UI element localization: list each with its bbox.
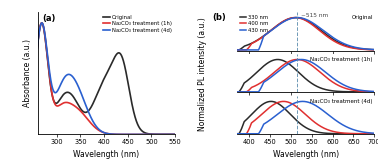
X-axis label: Wavelength (nm): Wavelength (nm) (273, 150, 339, 159)
Na₂CO₃ treatment (4d) (34, 52, 39, 54)
Legend: Original, Na₂CO₃ treatment (1h), Na₂CO₃ treatment (4d): Original, Na₂CO₃ treatment (1h), Na₂CO₃ … (102, 14, 172, 33)
Original (96, 90, 101, 92)
Na₂CO₃ treatment (1h) (39, 22, 44, 24)
Na₂CO₃ treatment (1h) (91, 125, 96, 127)
Original (174, 133, 178, 135)
Na₂CO₃ treatment (4d) (143, 133, 148, 135)
Text: (b): (b) (212, 13, 226, 22)
Legend: 330 nm, 400 nm, 430 nm: 330 nm, 400 nm, 430 nm (240, 14, 269, 33)
Na₂CO₃ treatment (4d) (40, 22, 44, 24)
Line: Na₂CO₃ treatment (1h): Na₂CO₃ treatment (1h) (37, 23, 176, 134)
Original (39, 22, 44, 24)
Na₂CO₃ treatment (1h) (96, 129, 101, 131)
Y-axis label: Absorbance (a.u.): Absorbance (a.u.) (23, 39, 32, 107)
Line: Original: Original (37, 23, 176, 134)
Text: Na₂CO₃ treatment (4d): Na₂CO₃ treatment (4d) (310, 99, 373, 104)
Na₂CO₃ treatment (1h) (34, 51, 39, 53)
Original (130, 106, 135, 108)
Text: Na₂CO₃ treatment (1h): Na₂CO₃ treatment (1h) (310, 57, 373, 62)
Original (91, 102, 96, 104)
Na₂CO₃ treatment (4d) (146, 133, 150, 135)
X-axis label: Wavelength (nm): Wavelength (nm) (73, 150, 139, 159)
Na₂CO₃ treatment (1h) (146, 133, 150, 135)
Na₂CO₃ treatment (1h) (174, 133, 178, 135)
Na₂CO₃ treatment (1h) (143, 133, 148, 135)
Original (146, 133, 150, 135)
Text: Normalized PL intensity (a.u.): Normalized PL intensity (a.u.) (198, 17, 207, 131)
Na₂CO₃ treatment (4d) (174, 133, 178, 135)
Original (49, 89, 53, 91)
Text: ~515 nm: ~515 nm (301, 13, 328, 18)
Na₂CO₃ treatment (4d) (130, 133, 135, 135)
Na₂CO₃ treatment (4d) (91, 121, 96, 123)
Original (34, 51, 39, 53)
Text: Original: Original (351, 15, 373, 20)
Na₂CO₃ treatment (1h) (49, 88, 53, 90)
Na₂CO₃ treatment (1h) (130, 133, 135, 135)
Original (143, 132, 148, 134)
Na₂CO₃ treatment (4d) (49, 81, 53, 83)
Text: (a): (a) (42, 14, 55, 23)
Na₂CO₃ treatment (4d) (96, 128, 101, 130)
Line: Na₂CO₃ treatment (4d): Na₂CO₃ treatment (4d) (37, 23, 176, 134)
